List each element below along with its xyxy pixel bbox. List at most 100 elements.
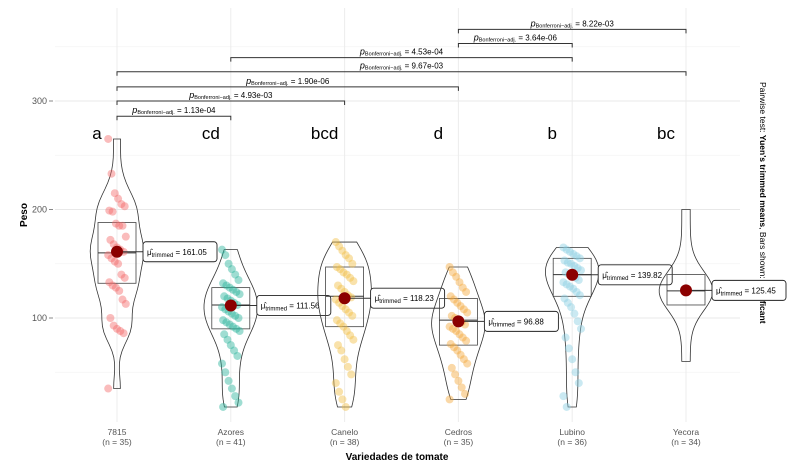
bracket-line (116, 115, 232, 121)
data-point (110, 189, 119, 198)
p-value: = 4.93e-03 (232, 91, 273, 100)
x-axis-label: Variedades de tomate (346, 452, 449, 463)
bracket-line (457, 42, 573, 48)
data-point (233, 351, 242, 360)
data-point (559, 243, 568, 252)
data-point (571, 368, 580, 377)
data-point (337, 346, 346, 355)
data-point (446, 292, 455, 301)
data-point (339, 268, 348, 277)
p-value: = 1.90e-06 (289, 77, 330, 86)
p-subscript: Bonferroni−adj. (365, 52, 403, 58)
p-value: = 4.53e-04 (402, 48, 443, 57)
data-point (445, 322, 454, 331)
data-point (452, 272, 461, 281)
data-point (230, 346, 239, 355)
trimmed-mean-point (111, 245, 123, 258)
data-point (340, 355, 349, 364)
y-tick-label: 100 (32, 313, 47, 323)
data-point (575, 254, 584, 263)
mean-subscript: trimmed (721, 291, 743, 297)
data-point (445, 395, 454, 404)
p-symbol: p (188, 90, 194, 100)
data-point (115, 221, 124, 230)
data-point (569, 249, 578, 258)
caption-part: Pairwise test: (758, 82, 768, 135)
y-tick-label: 300 (32, 96, 47, 106)
p-value-label: pBonferroni−adj. = 1.13e-04 (131, 105, 216, 116)
boxplot-box (552, 257, 592, 297)
data-point (235, 290, 244, 299)
data-point (562, 280, 571, 289)
mean-label-box (142, 241, 218, 263)
data-point (231, 392, 240, 401)
data-point (342, 327, 351, 336)
data-point (218, 245, 226, 254)
x-tick-n: (n = 36) (557, 437, 587, 447)
data-point (349, 335, 358, 344)
group-7815: μ̂trimmed = 161.05 a 7815(n = 35) (89, 124, 218, 447)
data-point (448, 324, 457, 333)
comparison-bracket: pBonferroni−adj. = 1.90e-06 (116, 76, 459, 91)
data-point (567, 303, 576, 312)
trimmed-mean-point (680, 284, 692, 297)
p-value-label: pBonferroni−adj. = 9.67e-03 (359, 61, 444, 72)
data-point (559, 278, 568, 287)
violin (658, 209, 714, 362)
violin (431, 266, 486, 400)
data-point (463, 359, 472, 368)
data-point (458, 283, 467, 292)
mean-subscript: trimmed (265, 306, 287, 312)
data-point (120, 273, 129, 282)
data-point (567, 259, 576, 268)
data-point (343, 362, 352, 371)
caption-part: , Bars shown: (758, 227, 768, 281)
p-value-label: pBonferroni−adj. = 4.93e-03 (188, 90, 273, 101)
data-point (229, 322, 237, 331)
x-tick-n: (n = 34) (671, 437, 701, 447)
bracket-line (457, 28, 687, 34)
x-tick-n: (n = 41) (216, 437, 246, 447)
data-point (461, 389, 469, 398)
data-point (563, 258, 572, 267)
comparison-bracket: pBonferroni−adj. = 8.22e-03 (457, 18, 687, 34)
data-point (348, 259, 357, 268)
p-symbol: p (473, 32, 479, 42)
data-point (227, 309, 236, 318)
bracket-line (116, 71, 687, 76)
data-point (118, 295, 127, 304)
data-point (453, 298, 462, 307)
x-tick-label: Canelo (331, 427, 358, 437)
data-point (346, 331, 355, 340)
bracket-line (230, 57, 573, 62)
mean-value: = 111.56 (287, 301, 320, 310)
data-point (105, 206, 114, 215)
mean-label: μ̂trimmed = 96.88 (488, 317, 544, 328)
data-point (342, 270, 351, 279)
p-value: = 9.67e-03 (402, 62, 443, 71)
data-point (220, 330, 229, 339)
data-point (455, 330, 464, 339)
y-tick-label: 200 (32, 205, 47, 215)
data-point (453, 346, 462, 355)
boxplot-box (325, 266, 365, 328)
group-Cedros: μ̂trimmed = 96.88 d Cedros(n = 35) (431, 124, 559, 447)
mean-label-box (256, 295, 332, 316)
mean-subscript: trimmed (379, 299, 401, 305)
data-point (226, 341, 235, 350)
p-value-label: pBonferroni−adj. = 1.90e-06 (245, 76, 330, 87)
data-point (456, 302, 465, 311)
data-point (348, 311, 357, 320)
group-letter: a (92, 124, 102, 143)
x-tick-label: 7815 (108, 427, 127, 437)
p-value-label: pBonferroni−adj. = 3.64e-06 (473, 32, 558, 43)
data-point (462, 336, 471, 345)
data-point (232, 324, 241, 333)
p-symbol: p (131, 105, 137, 115)
data-point (108, 207, 117, 216)
data-point (110, 257, 119, 266)
data-point (114, 194, 123, 203)
data-point (104, 251, 113, 260)
